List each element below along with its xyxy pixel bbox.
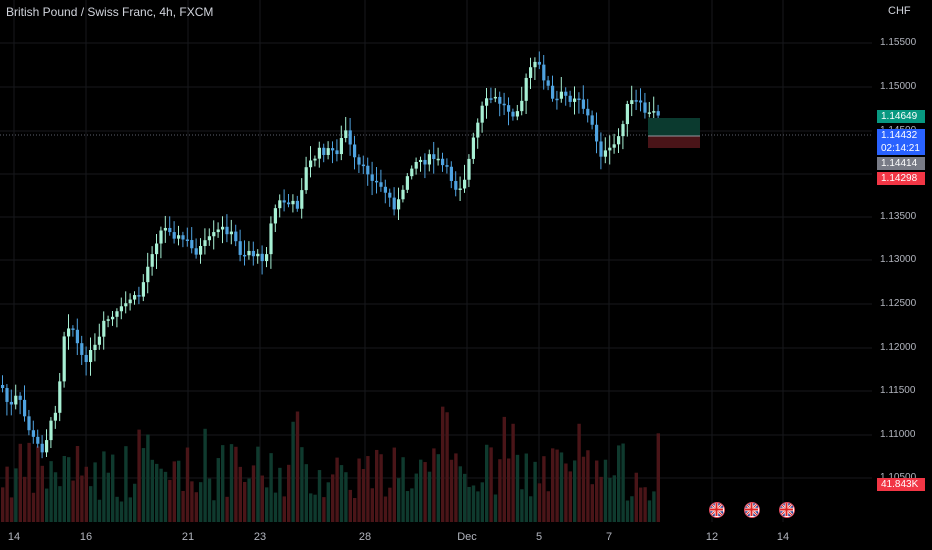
stop-price-tag: 1.14298 [877,172,925,185]
uk-flag-icon[interactable] [709,502,725,518]
price-axis-label: 1.15000 [880,81,917,92]
currency-label: CHF [888,5,911,17]
time-axis-label: 14 [776,531,790,543]
chart-grid [0,0,872,522]
time-axis-label: 28 [358,531,372,543]
time-axis-label: Dec [457,531,477,543]
time-axis-label: 14 [7,531,21,543]
volume-tag: 41.843K [877,478,925,491]
price-axis-label: 1.10500 [880,472,916,484]
time-axis-label: 12 [705,531,719,543]
time-axis-label: 23 [253,531,267,543]
price-axis-label: 1.15500 [880,37,917,48]
uk-flag-icon[interactable] [779,502,795,518]
price-axis-label: 1.11500 [880,385,916,396]
time-axis-label: 16 [79,531,93,543]
target-price-tag: 1.14649 [877,110,925,123]
bar-countdown-tag: 02:14:21 [877,142,925,155]
volume-bars [1,406,660,522]
last-price-tag: 1.14432 [877,129,925,142]
price-axis-label: 1.13000 [880,254,917,265]
symbol-title[interactable]: British Pound / Swiss Franc, 4h, FXCM [6,5,214,19]
price-axis-label: 1.12500 [880,298,917,309]
entry-price-tag: 1.14414 [877,157,925,170]
time-axis-label: 7 [605,531,613,543]
uk-flag-icon[interactable] [744,502,760,518]
time-axis-label: 5 [535,531,543,543]
position-zones [648,118,700,148]
time-axis-label: 21 [181,531,195,543]
price-axis-label: 1.13500 [880,211,917,222]
price-axis-label: 1.11000 [880,429,916,440]
candlesticks [1,51,660,459]
price-axis-label: 1.12000 [880,342,917,353]
